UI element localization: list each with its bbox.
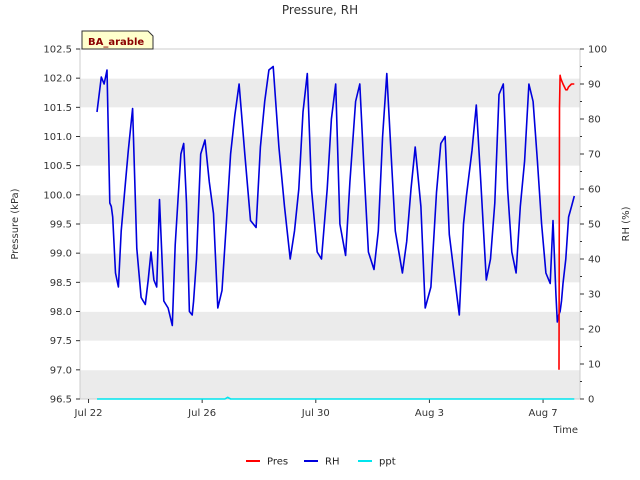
- station-badge: BA_arable: [81, 30, 154, 50]
- series-layer: [96, 65, 576, 400]
- left-tick-label: 97.0: [50, 365, 72, 376]
- x-tick-label: Aug 3: [415, 408, 444, 419]
- right-tick-label: 100: [588, 45, 607, 56]
- chart-title: Pressure, RH: [282, 3, 358, 17]
- left-tick-label: 102.0: [43, 74, 72, 85]
- left-tick-label: 99.0: [50, 249, 72, 260]
- x-tick-label: Jul 30: [301, 408, 330, 419]
- grid-band: [80, 224, 580, 254]
- x-axis-title: Time: [553, 425, 578, 436]
- left-tick-label: 101.5: [43, 103, 72, 114]
- legend-label-pres: Pres: [267, 457, 288, 468]
- left-tick-label: 96.5: [50, 395, 72, 406]
- right-tick-label: 60: [588, 185, 601, 196]
- left-tick-label: 98.5: [50, 278, 72, 289]
- right-tick-label: 70: [588, 150, 601, 161]
- grid-band: [80, 253, 580, 283]
- left-tick-label: 100.5: [43, 161, 72, 172]
- series-line-pres: [558, 74, 575, 370]
- station-badge-label: BA_arable: [88, 37, 144, 48]
- right-tick-label: 80: [588, 115, 601, 126]
- grid-band: [80, 194, 580, 224]
- series-line-rh: [96, 65, 576, 327]
- left-tick-label: 99.5: [50, 220, 72, 231]
- legend-label-rh: RH: [325, 457, 339, 468]
- x-tick-label: Aug 7: [529, 408, 558, 419]
- right-tick-label: 0: [588, 395, 594, 406]
- x-tick-label: Jul 26: [187, 408, 216, 419]
- grid-bands: [80, 48, 580, 399]
- y-axis-left-title: Pressure (kPa): [10, 188, 21, 259]
- right-tick-label: 10: [588, 360, 601, 371]
- left-tick-label: 100.0: [43, 190, 72, 201]
- grid-band: [80, 311, 580, 341]
- left-tick-label: 101.0: [43, 132, 72, 143]
- grid-band: [80, 165, 580, 195]
- left-axis: 96.5 97.0 97.5 98.0 98.5 99.0 99.5 100.0 100.5 10…: [43, 45, 80, 406]
- right-axis: 0 10 20 30 40 50 60 70 80 90 100: [580, 45, 607, 406]
- right-tick-label: 50: [588, 220, 601, 231]
- grid-band: [80, 49, 580, 79]
- x-axis: Jul 22 Jul 26 Jul 30 Aug 3 Aug 7: [74, 399, 558, 419]
- grid-band: [80, 340, 580, 370]
- series-line-ppt: [97, 396, 575, 400]
- right-tick-label: 90: [588, 80, 601, 91]
- right-tick-label: 40: [588, 255, 601, 266]
- grid-band: [80, 282, 580, 312]
- x-tick-label: Jul 22: [74, 408, 103, 419]
- grid-band: [80, 78, 580, 108]
- right-tick-label: 20: [588, 325, 601, 336]
- grid-band: [80, 369, 580, 399]
- legend: Pres RH ppt: [246, 457, 396, 468]
- left-tick-label: 102.5: [43, 45, 72, 56]
- right-tick-label: 30: [588, 290, 601, 301]
- left-tick-label: 97.5: [50, 336, 72, 347]
- legend-label-ppt: ppt: [379, 457, 396, 468]
- left-tick-label: 98.0: [50, 307, 72, 318]
- y-axis-right-title: RH (%): [621, 206, 632, 241]
